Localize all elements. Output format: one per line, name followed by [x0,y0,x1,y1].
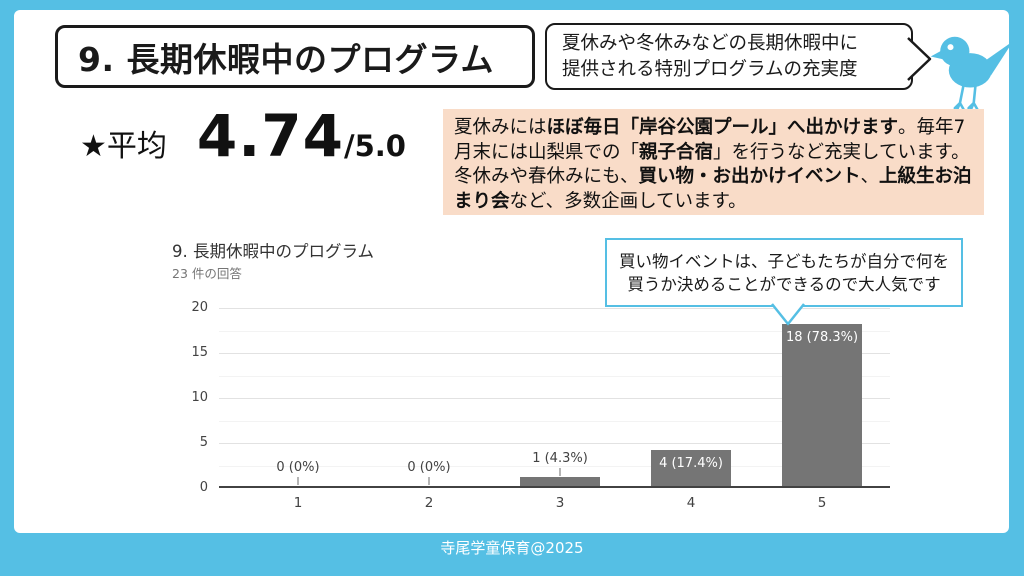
bar-value-label: 18 (78.3%) [785,330,859,345]
footer-credit: 寺尾学童保育@2025 [440,539,584,557]
bar-value-label: 0 (0%) [407,460,451,475]
highlight-text-segment: 」を行うなど充実しています。冬休みや春休みにも、 [454,141,970,188]
highlight-text-segment: 買い物・お出かけイベント [638,166,861,187]
gridline-major [219,398,890,399]
y-axis-tick: 0 [199,480,208,495]
highlight-text-segment: 、 [860,166,879,187]
subtitle-bubble: 夏休みや冬休みなどの長期休暇中に 提供される特別プログラムの充実度 [545,23,932,90]
callout-line1: 買い物イベントは、子どもたちが自分で何を [619,251,949,271]
average-label: ★平均 [80,129,167,164]
label-leader-line [428,477,430,485]
highlight-text-segment: 。毎年7月末には山梨県での「 [454,117,966,163]
average-value: 4.74 [196,102,345,170]
x-axis-label: 1 [293,495,303,511]
y-axis-tick: 15 [191,345,208,360]
highlight-text-segment: など、多数企画しています。 [509,190,747,212]
chart-title: 9. 長期休暇中のプログラム [172,242,374,261]
bird-icon [930,36,1014,111]
average-max: /5.0 [344,129,406,163]
y-axis-tick: 10 [191,390,208,405]
bar [520,477,600,486]
label-leader-line [297,477,299,485]
y-axis-tick: 5 [199,435,208,450]
bar-value-label: 0 (0%) [276,460,320,475]
gridline-minor [219,465,890,467]
subtitle-line1: 夏休みや冬休みなどの長期休暇中に [562,32,859,54]
x-axis-label: 2 [424,495,434,511]
highlight-text-segment: 親子合宿 [639,141,714,163]
gridline-minor [219,330,890,332]
gridline-major [219,308,890,309]
chart-response-count: 23 件の回答 [172,266,242,281]
gridline-minor [219,420,890,422]
callout-line2: 買うか決めることができるので大人気です [627,274,941,294]
bubble-tail-icon [907,37,932,81]
subtitle-line2: 提供される特別プログラムの充実度 [562,58,858,80]
title-box: 9. 長期休暇中のプログラム [55,25,535,88]
gridline-minor [219,375,890,377]
label-leader-line [559,468,561,476]
highlight-text-segment: 上級生お泊まり会 [454,166,972,212]
bar-chart: 1 0 (0%) 2 0 (0%) 3 1 (4.3%) 4 4 (17.4%) 5 18 (78… [219,308,890,511]
slide-content: 9. 長期休暇中のプログラム 夏休みや冬休みなどの長期休暇中に 提供される特別プ… [14,10,1014,533]
bar [782,324,862,486]
callout-tail-icon [771,302,805,326]
gridline-major [219,443,890,444]
x-axis-label: 3 [555,495,565,511]
highlight-text-segment: ほぼ毎日「岸谷公園プール」へ出かけます [546,117,899,138]
bar-value-label: 4 (17.4%) [659,456,723,471]
x-axis-label: 4 [686,495,696,511]
y-axis-tick: 20 [191,300,208,315]
average-score: ★平均 4.74 /5.0 [80,102,406,170]
highlight-box: 夏休みにはほぼ毎日「岸谷公園プール」へ出かけます。毎年7月末には山梨県での「親子… [443,109,984,215]
y-axis-labels: 0 5 10 15 20 [174,300,208,495]
x-axis-label: 5 [817,495,827,511]
gridline-major [219,353,890,354]
highlight-text-segment: 夏休みには [454,117,547,138]
page-title: 9. 長期休暇中のプログラム [78,39,494,79]
bar-value-label: 1 (4.3%) [532,451,588,466]
bar [651,450,731,486]
callout-box: 買い物イベントは、子どもたちが自分で何を 買うか決めることができるので大人気です [605,238,963,326]
